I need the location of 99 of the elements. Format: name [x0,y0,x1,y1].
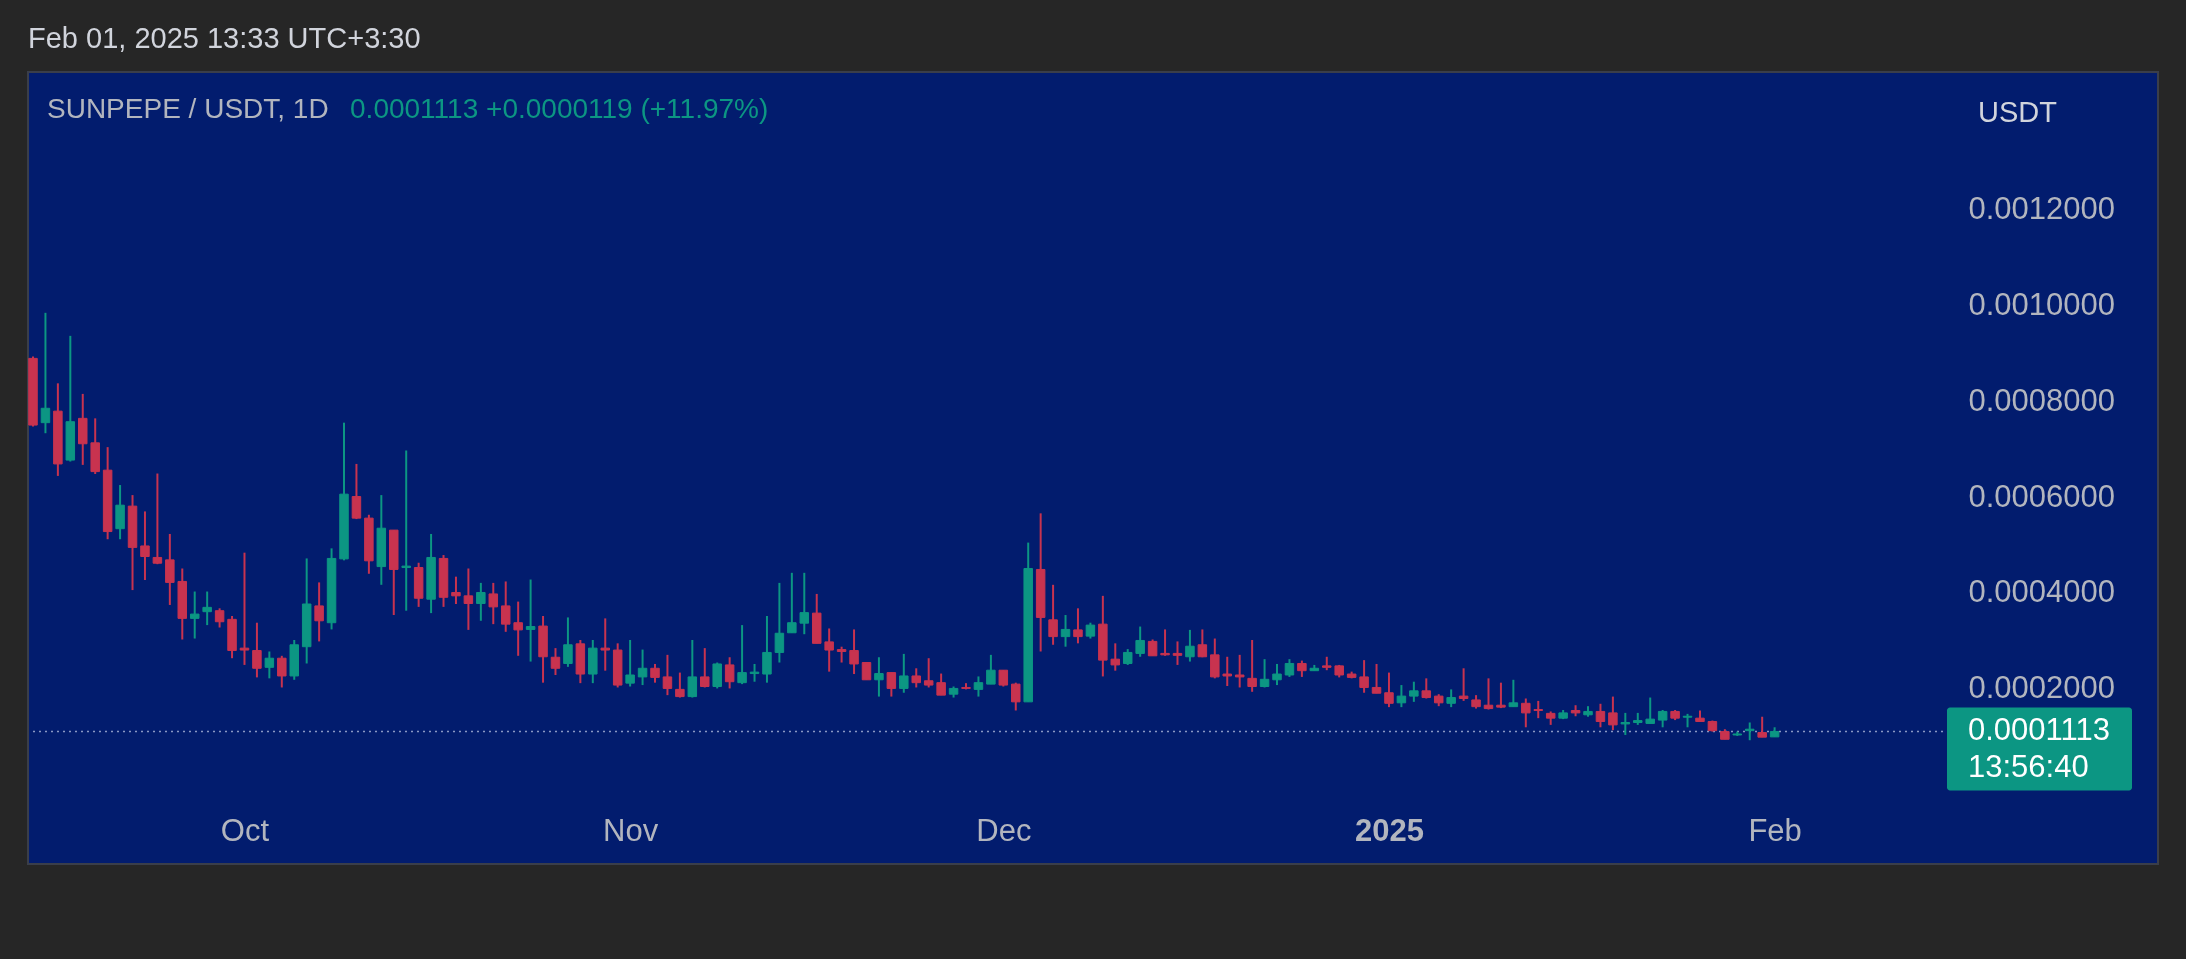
candlestick [1496,681,1506,710]
candlestick [1757,715,1767,739]
candlestick [1048,583,1058,646]
candlestick [600,617,610,672]
candlestick [986,653,996,686]
candlestick [700,647,710,689]
ref-line-label: 0.0001113 [1968,712,2110,748]
candlestick [488,581,499,626]
candlestick [1595,702,1606,729]
candlestick [849,628,859,676]
candlestick [687,638,698,699]
candlestick [1409,680,1419,703]
candlestick [787,571,797,634]
candlestick [351,462,362,521]
candlestick [1073,607,1083,645]
candlestick [40,311,51,435]
x-tick-label: Oct [220,812,270,848]
candlestick [1172,640,1183,666]
candlestick [550,647,561,676]
y-tick-label: 0.0004000 [1968,574,2116,610]
candlestick [1608,695,1618,732]
candlestick [1645,696,1655,725]
candlestick [202,590,212,627]
text: SUNPEPE / USDT, 1D [47,93,329,124]
y-tick-label: 0.0002000 [1968,670,2116,706]
candlestick [1110,642,1121,672]
annotation: USDT [1978,96,2058,128]
annotation: 13:56:40 [1968,749,2089,785]
candlestick [451,575,461,605]
candlestick [277,654,287,689]
candlestick [1210,637,1220,680]
candlestick [252,621,262,679]
y-tick-label: 0.0012000 [1968,190,2116,226]
candlestick [650,662,660,684]
candlestick [712,661,722,690]
candlestick [525,578,536,663]
candlestick [1247,638,1257,693]
candlestick [214,607,225,629]
candlestick [165,532,175,606]
candlestick [625,638,635,688]
candlestick [463,567,474,631]
candlestick [637,648,648,687]
candlestick [824,627,834,673]
candlestick [923,657,934,689]
candlestick [911,667,921,689]
candlestick [476,581,486,622]
y-tick-label: 0.0006000 [1968,478,2116,514]
text: Feb 01, 2025 13:33 UTC+3:30 [28,22,421,54]
candlestick [1483,677,1494,711]
x-tick-label: 2025 [1354,812,1424,848]
candlestick [1508,678,1519,708]
y-tick-label: 0.0010000 [1968,286,2116,322]
candlestick [1521,697,1531,729]
x-tick-label: Nov [603,812,659,848]
candlestick [1620,711,1631,736]
candlestick [115,484,125,541]
candlestick [1222,655,1232,688]
candlestick [973,675,984,698]
candlestick [724,656,735,690]
candlestick [886,671,897,698]
candlestick [1396,684,1407,709]
candlestick [737,624,747,686]
candlestick [936,672,946,697]
candlestick [513,600,523,657]
candlestick [500,580,511,633]
y-tick-label: 0.0008000 [1968,382,2116,418]
candlestick [675,671,685,699]
candlestick [662,653,673,697]
candlestick [152,472,163,566]
x-tick-label: Feb [1748,812,1802,848]
candlestick [1197,628,1208,659]
candlestick [1744,721,1755,742]
candlestick [264,650,275,680]
candlestick [1371,662,1382,695]
candlestick [1135,625,1145,658]
candlestick [1259,658,1270,689]
candlestick [1185,628,1195,663]
candlestick [1160,628,1170,657]
candlestick [1359,659,1369,694]
candlestick [239,551,250,666]
candlestick [874,656,884,698]
candlestick [1060,614,1071,648]
candlestick [401,449,411,612]
candlestick [189,590,200,640]
candlestick [563,616,573,668]
candlestick [140,510,150,582]
candlestick [1272,662,1282,687]
candlestick [1011,681,1021,712]
candlestick [762,614,772,684]
text: 0.0001113 +0.0000119 (+11.97%) [350,93,769,124]
candlestick [314,581,324,643]
candlestick [799,571,810,636]
candlestick [1384,671,1394,709]
candlestick [1458,667,1469,702]
candlestick [1234,653,1245,689]
candlestick [774,581,785,664]
candlestick [899,652,909,694]
x-tick-label: Dec [976,812,1032,848]
candlestick [1421,677,1432,700]
